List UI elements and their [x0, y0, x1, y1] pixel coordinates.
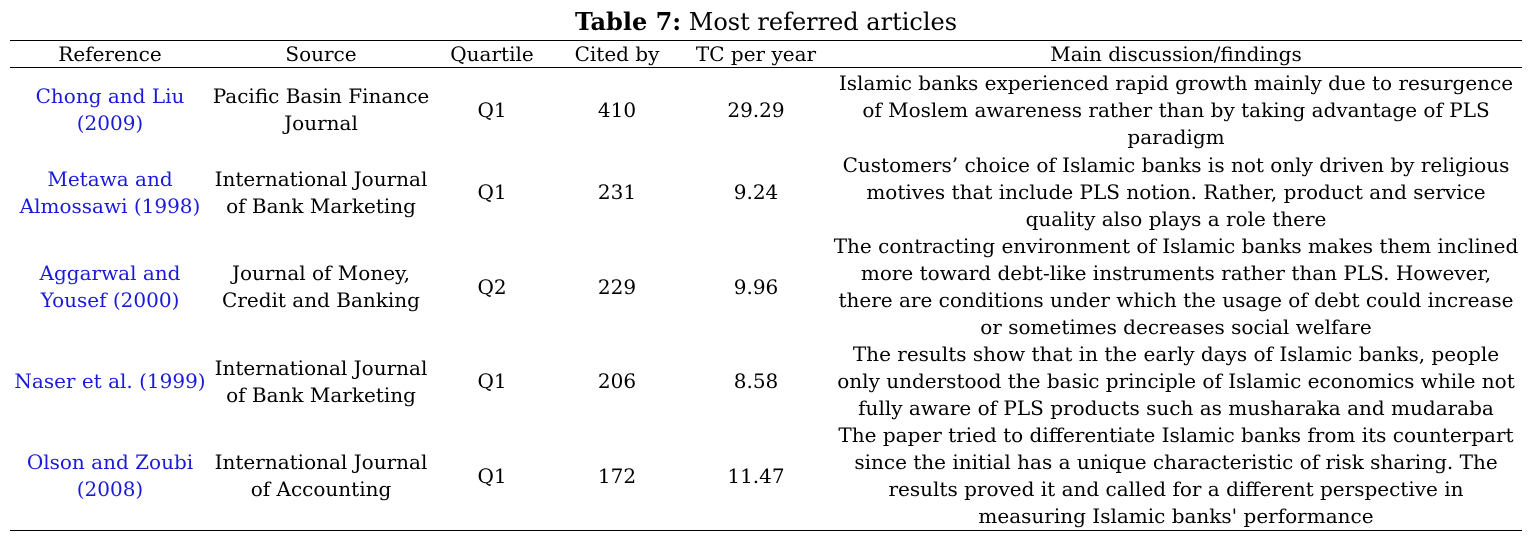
quartile-cell: Q1	[477, 97, 507, 122]
main-findings-cell: The contracting environment of Islamic b…	[833, 234, 1519, 339]
table-body: Chong and Liu (2009) Pacific Basin Finan…	[10, 68, 1522, 531]
table-row: Metawa and Almossawi (1998) Internationa…	[10, 152, 1522, 233]
main-findings-cell: The paper tried to differentiate Islamic…	[830, 422, 1522, 531]
header-main-findings: Main discussion/findings	[830, 40, 1522, 68]
reference-link[interactable]: Aggarwal and Yousef (2000)	[39, 261, 181, 312]
header-row: Reference Source Quartile Cited by TC pe…	[10, 40, 1522, 68]
table-row: Aggarwal and Yousef (2000) Journal of Mo…	[10, 233, 1522, 341]
source-cell: Pacific Basin Finance Journal	[212, 84, 430, 135]
header-tc-per-year: TC per year	[682, 40, 830, 68]
header-source: Source	[210, 40, 432, 68]
header-cited-by: Cited by	[552, 40, 682, 68]
source-cell: International Journal of Bank Marketing	[214, 355, 428, 407]
table-row: Olson and Zoubi (2008) International Jou…	[10, 422, 1522, 531]
quartile-cell: Q1	[477, 180, 507, 204]
table-row: Chong and Liu (2009) Pacific Basin Finan…	[10, 68, 1522, 153]
source-cell: International Journal of Accounting	[210, 422, 432, 531]
table-caption: Table 7: Most referred articles	[0, 6, 1532, 38]
reference-link[interactable]: Metawa and Almossawi (1998)	[19, 166, 201, 218]
tc-per-year-cell: 11.47	[682, 422, 830, 531]
caption-title: Most referred articles	[688, 8, 958, 36]
main-findings-cell: Islamic banks experienced rapid growth m…	[838, 70, 1514, 149]
table-row: Naser et al. (1999) International Journa…	[10, 341, 1522, 422]
tc-per-year-cell: 29.29	[727, 97, 785, 122]
source-cell: Journal of Money, Credit and Banking	[222, 261, 420, 312]
main-findings-cell: The results show that in the early days …	[837, 342, 1515, 420]
tc-per-year-cell: 9.96	[733, 274, 779, 299]
quartile-cell: Q2	[477, 274, 507, 299]
reference-link[interactable]: Naser et al. (1999)	[14, 369, 206, 393]
tc-per-year-cell: 9.24	[733, 180, 779, 204]
header-quartile: Quartile	[432, 40, 552, 68]
tc-per-year-cell: 8.58	[733, 369, 779, 393]
table-header: Reference Source Quartile Cited by TC pe…	[10, 40, 1522, 68]
main-findings-cell: Customers’ choice of Islamic banks is no…	[842, 153, 1510, 231]
cited-by-cell: 206	[597, 369, 637, 393]
quartile-cell: Q1	[432, 422, 552, 531]
reference-link[interactable]: Olson and Zoubi (2008)	[10, 422, 210, 531]
cited-by-cell: 410	[597, 97, 637, 122]
source-cell: International Journal of Bank Marketing	[214, 166, 428, 218]
articles-table: Reference Source Quartile Cited by TC pe…	[10, 40, 1522, 531]
cited-by-cell: 231	[597, 180, 637, 204]
cited-by-cell: 172	[552, 422, 682, 531]
cited-by-cell: 229	[597, 274, 637, 299]
caption-label: Table 7:	[574, 7, 682, 36]
header-reference: Reference	[10, 40, 210, 68]
reference-link[interactable]: Chong and Liu (2009)	[35, 84, 185, 135]
quartile-cell: Q1	[477, 369, 507, 393]
